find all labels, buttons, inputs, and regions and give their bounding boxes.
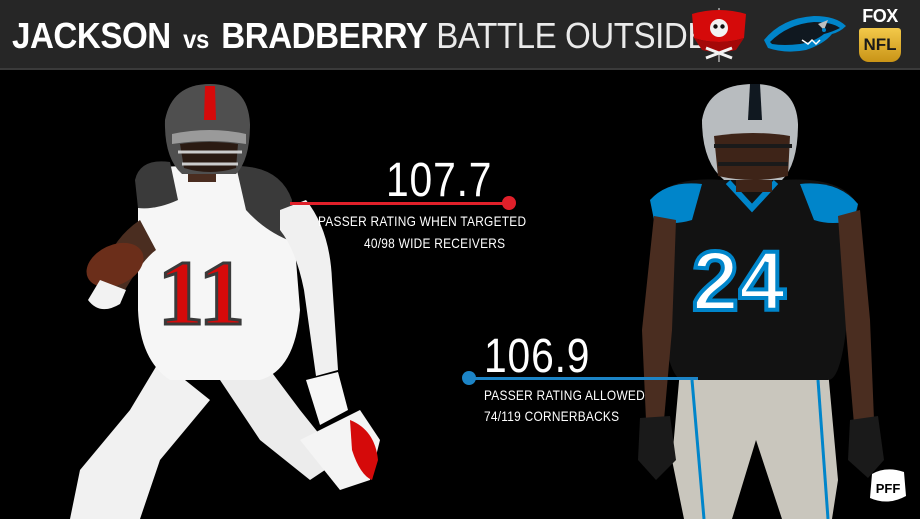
panthers-logo-icon (764, 16, 846, 52)
player-right-image: 24 (638, 84, 884, 519)
jersey-number-right: 24 (692, 234, 786, 328)
title-subtitle: BATTLE OUTSIDE (436, 15, 709, 56)
buccaneers-logo-icon (692, 8, 746, 62)
stat-value-cornerback: 106.9 (484, 330, 591, 383)
player-left-image: 11 (70, 84, 380, 519)
fox-nfl-logo-icon: FOX NFL (856, 6, 904, 64)
stat-value-receiver: 107.7 (386, 154, 493, 207)
page-title: JACKSON vs BRADBERRY BATTLE OUTSIDE (12, 16, 709, 56)
title-vs: vs (183, 24, 209, 54)
stat-rank-receiver: 40/98 WIDE RECEIVERS (364, 235, 506, 251)
title-player-1: JACKSON (12, 15, 171, 56)
title-player-2: BRADBERRY (221, 15, 428, 56)
stat-dot-cornerback (462, 371, 476, 385)
jersey-number-left: 11 (158, 242, 245, 344)
stat-line-receiver (290, 202, 510, 205)
stat-label-cornerback: PASSER RATING ALLOWED (484, 387, 645, 403)
pff-wordmark: PFF (876, 481, 901, 496)
fox-wordmark: FOX (862, 6, 898, 26)
stat-dot-receiver (502, 196, 516, 210)
stat-label-receiver: PASSER RATING WHEN TARGETED (318, 213, 527, 229)
stat-rank-cornerback: 74/119 CORNERBACKS (484, 408, 620, 424)
header-bar: JACKSON vs BRADBERRY BATTLE OUTSIDE FOX … (0, 0, 920, 70)
nfl-shield: NFL (859, 28, 901, 62)
stat-line-cornerback (468, 377, 698, 380)
pff-logo-icon: PFF (870, 469, 906, 502)
